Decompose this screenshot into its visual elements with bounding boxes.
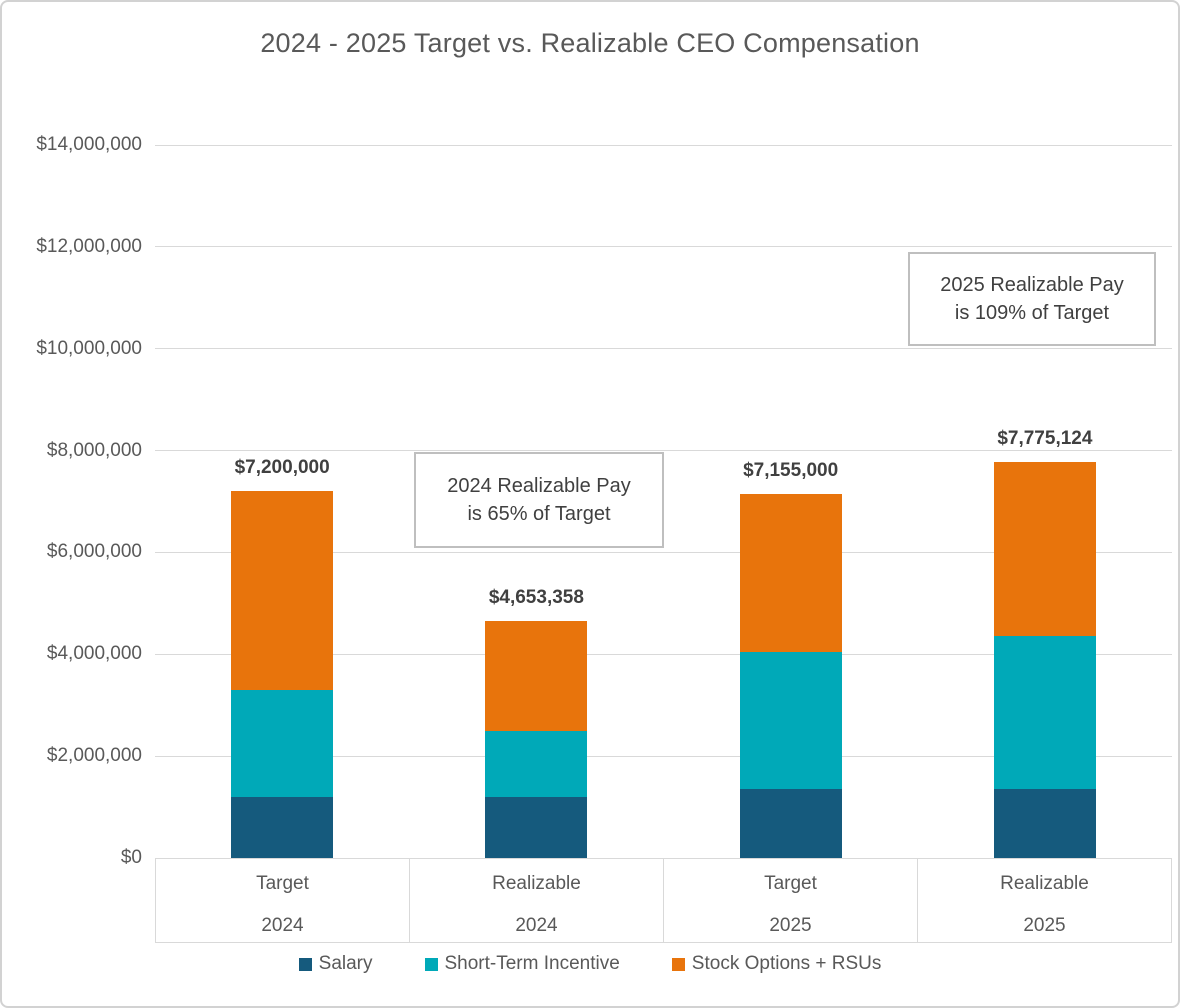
- y-axis-tick-label: $10,000,000: [36, 337, 142, 359]
- bar-segment-stock-options-rsus: [231, 491, 334, 690]
- callout-2025-line1: 2025 Realizable Pay: [940, 274, 1124, 296]
- callout-2024-line2: is 65% of Target: [467, 503, 611, 525]
- callout-2025-line2: is 109% of Target: [954, 302, 1110, 324]
- legend-item-salary: Salary: [298, 953, 373, 975]
- gridline: [155, 450, 1172, 452]
- gridline: [155, 653, 1172, 655]
- y-axis-tick-label: $12,000,000: [36, 235, 142, 257]
- x-axis-category-box: Target 2024 Realizable 2024 Target 2025 Realiz…: [155, 858, 1172, 943]
- bar-total-label: $7,155,000: [743, 459, 839, 481]
- bar-segment-short-term-incentive: [993, 636, 1096, 790]
- category-year-label: 2024: [261, 915, 304, 936]
- bar-segment-salary: [739, 789, 842, 858]
- y-axis-tick-label: $6,000,000: [46, 541, 142, 563]
- bar-total-label: $7,200,000: [234, 457, 330, 479]
- legend-item-stock-options-rsus: Stock Options + RSUs: [671, 953, 882, 975]
- category-label: Target: [764, 873, 817, 894]
- gridline: [155, 551, 1172, 553]
- category-year-label: 2025: [769, 915, 812, 936]
- y-axis-tick-label: $2,000,000: [46, 745, 142, 767]
- callout-2025-realizable: 2025 Realizable Pay is 109% of Target: [908, 252, 1156, 346]
- callout-2024-realizable: 2024 Realizable Pay is 65% of Target: [414, 452, 664, 548]
- bar-total-label: $4,653,358: [488, 587, 584, 608]
- bar-segment-short-term-incentive: [485, 730, 588, 797]
- chart-title: 2024 - 2025 Target vs. Realizable CEO Co…: [260, 28, 920, 58]
- legend-swatch-icon: [671, 957, 685, 971]
- x-axis-category-cell: Target 2024: [156, 858, 410, 942]
- category-label: Target: [256, 873, 309, 894]
- bar-segment-salary: [485, 796, 588, 858]
- legend-item-short-term-incentive: Short-Term Incentive: [424, 953, 620, 975]
- bar-segment-salary: [993, 789, 1096, 858]
- bar-segment-stock-options-rsus: [739, 493, 842, 652]
- legend-label: Short-Term Incentive: [444, 953, 620, 974]
- bar-total-label: $7,775,124: [997, 428, 1093, 450]
- category-year-label: 2024: [515, 915, 558, 936]
- y-axis-tick-label: $14,000,000: [36, 134, 142, 155]
- category-label: Realizable: [492, 873, 581, 894]
- y-axis-tick-label: $8,000,000: [46, 439, 142, 461]
- callout-2024-line1: 2024 Realizable Pay: [447, 475, 631, 497]
- y-axis-tick-label: $0: [120, 847, 142, 868]
- chart-legend: Salary Short-Term Incentive Stock Options …: [2, 953, 1178, 975]
- bar-segment-stock-options-rsus: [485, 621, 588, 731]
- category-label: Realizable: [1000, 873, 1089, 894]
- x-axis-category-cell: Realizable 2025: [918, 858, 1171, 942]
- gridline: [155, 144, 1172, 146]
- bar-segment-short-term-incentive: [739, 651, 842, 790]
- category-year-label: 2025: [1023, 915, 1066, 936]
- gridline: [155, 348, 1172, 350]
- bar-segment-salary: [231, 796, 334, 858]
- gridline: [155, 755, 1172, 757]
- x-axis-category-cell: Realizable 2024: [410, 858, 664, 942]
- bar-segment-short-term-incentive: [231, 689, 334, 797]
- legend-swatch-icon: [424, 957, 438, 971]
- x-axis-category-cell: Target 2025: [664, 858, 918, 942]
- legend-swatch-icon: [298, 957, 312, 971]
- legend-label: Salary: [318, 953, 373, 974]
- bar-segment-stock-options-rsus: [993, 462, 1096, 637]
- y-axis-tick-label: $4,000,000: [46, 643, 142, 665]
- gridline: [155, 246, 1172, 248]
- legend-label: Stock Options + RSUs: [691, 953, 882, 974]
